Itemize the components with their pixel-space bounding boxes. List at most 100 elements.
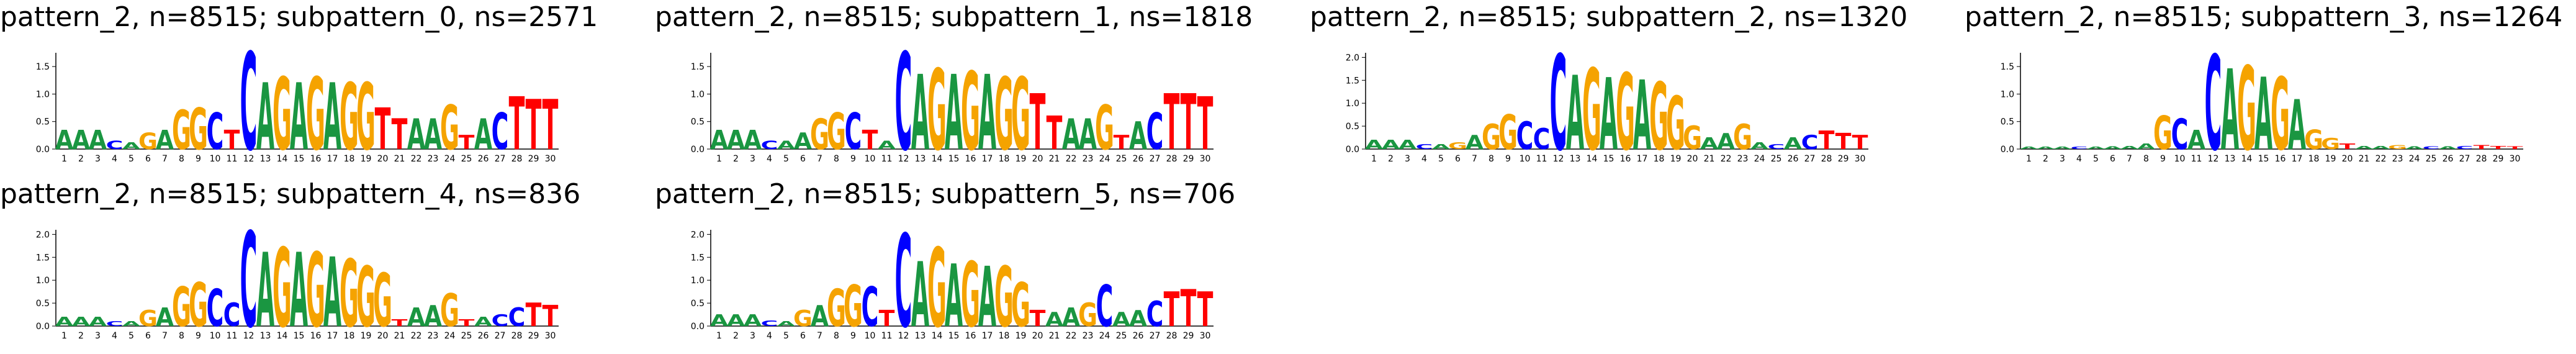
logo-letter: G (961, 243, 980, 347)
logo-letter: G (810, 110, 829, 159)
x-tick-label: 14 (932, 331, 943, 341)
x-tick-label: 22 (1066, 331, 1077, 341)
x-tick-label: 8 (179, 154, 184, 164)
x-tick-label: 25 (1771, 154, 1782, 164)
logo-letter: G (1011, 58, 1030, 173)
logo-letter: A (945, 54, 963, 174)
x-tick-label: 22 (1066, 154, 1077, 164)
logo-letter: C (240, 205, 258, 354)
logo-letter: A (1432, 143, 1451, 150)
x-tick-label: 19 (1670, 154, 1682, 164)
x-tick-label: 7 (817, 331, 822, 341)
logo-letter: A (727, 311, 745, 330)
chart-title: pattern_2, n=8515; subpattern_3, ns=1264 (1965, 1, 2563, 33)
chart-title: pattern_2, n=8515; subpattern_2, ns=1320 (1310, 1, 1908, 33)
logo-letter: A (727, 124, 745, 156)
logo-letter: C (1516, 115, 1534, 159)
x-tick-label: 8 (2143, 154, 2149, 164)
logo-letter: A (407, 303, 426, 333)
x-tick-label: 24 (2409, 154, 2420, 164)
logo-letter: G (272, 225, 292, 352)
x-tick-label: 26 (478, 154, 489, 164)
x-tick-label: 18 (999, 154, 1010, 164)
logo-letter: A (89, 315, 107, 330)
x-tick-label: 24 (1099, 154, 1110, 164)
x-tick-label: 20 (377, 331, 389, 341)
x-tick-label: 26 (478, 331, 489, 341)
logo-letter: G (961, 50, 980, 175)
x-tick-label: 12 (243, 331, 254, 341)
logo-letter: T (2490, 145, 2506, 150)
x-tick-label: 21 (1049, 331, 1060, 341)
logo-letter: T (2474, 144, 2490, 150)
x-tick-label: 14 (932, 154, 943, 164)
logo-letter: G (306, 233, 325, 351)
chart-title: pattern_2, n=8515; subpattern_0, ns=2571 (0, 1, 598, 33)
logo-letter: T (1181, 79, 1197, 168)
logo-letter: G (2271, 58, 2290, 173)
logo-letter: G (340, 240, 359, 348)
logo-letter: A (1566, 56, 1584, 174)
chart-title: pattern_2, n=8515; subpattern_4, ns=836 (0, 178, 581, 210)
x-tick-label: 19 (2325, 154, 2336, 164)
x-tick-label: 15 (948, 154, 960, 164)
logo-letter: A (2254, 58, 2272, 173)
x-tick-label: 4 (767, 331, 772, 341)
x-tick-label: 10 (210, 331, 221, 341)
x-tick-label: 10 (1520, 154, 1531, 164)
logo-letter: T (1197, 82, 1214, 166)
logo-letter: C (1146, 294, 1164, 335)
x-tick-label: 9 (850, 331, 856, 341)
x-tick-label: 3 (750, 331, 755, 341)
x-tick-label: 29 (528, 331, 539, 341)
chart-title: pattern_2, n=8515; subpattern_1, ns=1818 (655, 1, 1253, 33)
x-tick-label: 28 (1821, 154, 1832, 164)
logo-letter: G (1078, 296, 1097, 334)
y-tick-label: 0.5 (1346, 122, 1359, 132)
x-tick-label: 29 (528, 154, 539, 164)
x-tick-label: 2 (2043, 154, 2048, 164)
logo-letter: A (1129, 306, 1148, 332)
logo-letter: A (794, 127, 812, 154)
logo-letter: A (710, 124, 729, 156)
x-tick-label: 25 (1116, 154, 1127, 164)
logo-letter: T (862, 124, 878, 156)
logo-letter: A (744, 311, 762, 330)
logo-letter: G (827, 103, 846, 161)
x-tick-label: 16 (965, 154, 976, 164)
logo-letter: A (777, 138, 795, 152)
x-tick-label: 27 (495, 154, 506, 164)
x-tick-label: 11 (881, 154, 893, 164)
x-tick-label: 20 (377, 154, 389, 164)
logo-letter: G (356, 250, 376, 347)
x-tick-label: 1 (716, 154, 722, 164)
x-tick-label: 29 (1183, 331, 1194, 341)
x-tick-label: 5 (128, 331, 134, 341)
logo-letter: T (543, 85, 559, 166)
x-tick-label: 16 (2275, 154, 2286, 164)
x-tick-label: 9 (196, 331, 201, 341)
x-tick-label: 11 (2191, 154, 2202, 164)
logo-letter: G (1448, 140, 1467, 152)
y-tick-label: 2.0 (691, 230, 705, 240)
logo-letter: T (224, 124, 240, 156)
x-tick-label: 23 (1083, 154, 1094, 164)
x-tick-label: 1 (61, 331, 67, 341)
y-tick-label: 0.5 (691, 299, 705, 309)
y-tick-label: 1.5 (691, 253, 705, 263)
x-tick-label: 10 (865, 331, 876, 341)
x-tick-label: 7 (162, 331, 168, 341)
x-tick-label: 2 (78, 154, 84, 164)
x-tick-label: 14 (277, 331, 288, 341)
x-tick-label: 25 (461, 331, 472, 341)
logo-letter: C (492, 311, 509, 330)
y-tick-label: 0.5 (2001, 117, 2014, 127)
logo-letter: T (1181, 280, 1197, 339)
x-tick-label: 9 (850, 154, 856, 164)
y-tick-label: 2.0 (1346, 53, 1359, 63)
logo-letter: G (1649, 63, 1669, 171)
logo-letter: A (89, 124, 107, 156)
logo-letter: T (1197, 283, 1214, 338)
